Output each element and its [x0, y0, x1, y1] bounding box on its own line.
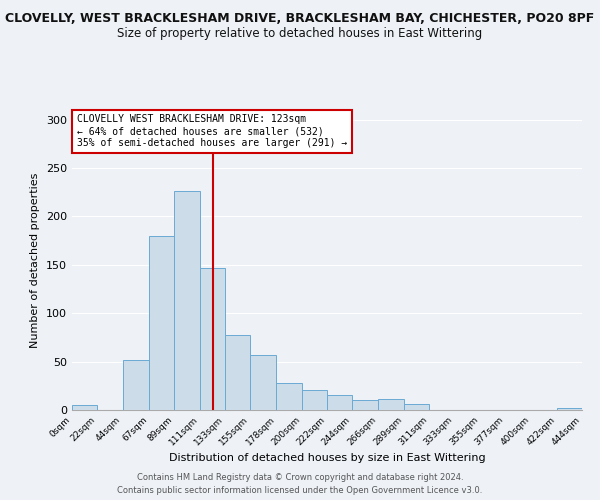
Text: Contains HM Land Registry data © Crown copyright and database right 2024.: Contains HM Land Registry data © Crown c…	[137, 474, 463, 482]
Bar	[250, 355, 277, 410]
Bar	[149, 236, 174, 410]
Bar	[122, 360, 149, 410]
Bar	[557, 408, 582, 410]
Text: Size of property relative to detached houses in East Wittering: Size of property relative to detached ho…	[118, 28, 482, 40]
Bar	[174, 192, 199, 410]
Y-axis label: Number of detached properties: Number of detached properties	[31, 172, 40, 348]
Bar	[277, 383, 302, 410]
Bar	[302, 390, 327, 410]
Bar	[225, 336, 250, 410]
Bar	[199, 268, 225, 410]
Text: CLOVELLY WEST BRACKLESHAM DRIVE: 123sqm
← 64% of detached houses are smaller (53: CLOVELLY WEST BRACKLESHAM DRIVE: 123sqm …	[77, 114, 347, 148]
Bar	[327, 394, 352, 410]
Text: Contains public sector information licensed under the Open Government Licence v3: Contains public sector information licen…	[118, 486, 482, 495]
Bar	[72, 405, 97, 410]
X-axis label: Distribution of detached houses by size in East Wittering: Distribution of detached houses by size …	[169, 452, 485, 462]
Text: CLOVELLY, WEST BRACKLESHAM DRIVE, BRACKLESHAM BAY, CHICHESTER, PO20 8PF: CLOVELLY, WEST BRACKLESHAM DRIVE, BRACKL…	[5, 12, 595, 26]
Bar	[352, 400, 377, 410]
Bar	[404, 404, 429, 410]
Bar	[377, 400, 404, 410]
